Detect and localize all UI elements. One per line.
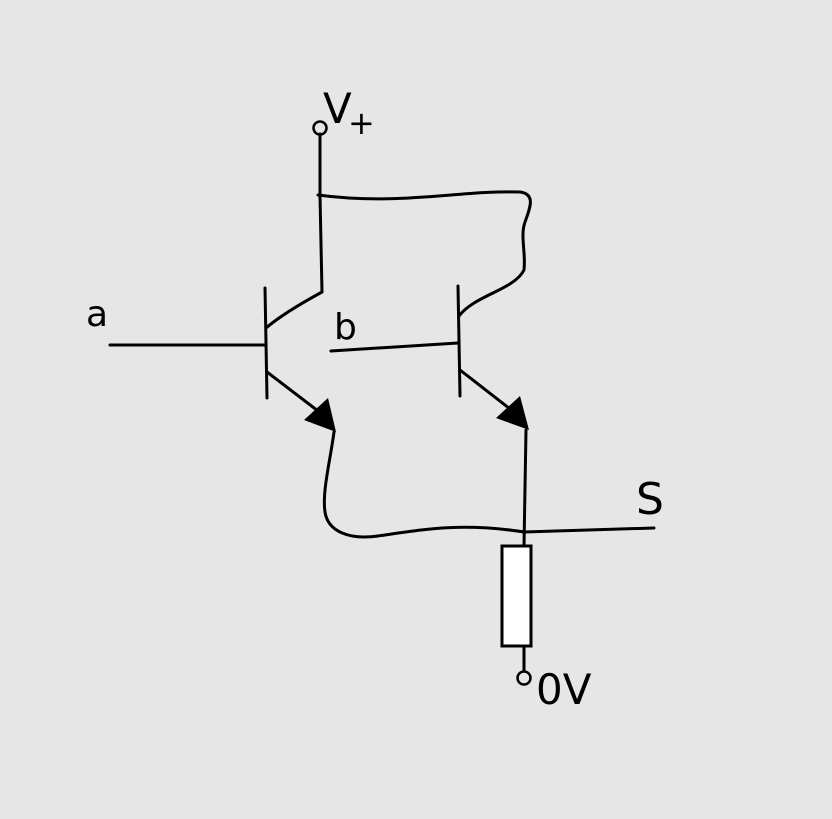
- transistor-1-collector: [264, 290, 324, 330]
- emitter-2-wire: [522, 428, 528, 548]
- transistor-1: [263, 286, 336, 432]
- ground-terminal: [516, 670, 532, 686]
- transistor-1-emitter: [265, 370, 324, 416]
- output-label: S: [636, 474, 664, 525]
- supply-bridge-wire: [316, 190, 532, 318]
- supply-sign-label: +: [348, 104, 375, 142]
- ground-label: 0V: [536, 665, 592, 714]
- input-a-label: a: [86, 294, 108, 335]
- transistor-1-base-bar: [263, 286, 269, 400]
- emitter-1-wire: [322, 430, 526, 539]
- transistor-2: [456, 284, 529, 430]
- input-b-label: b: [334, 307, 357, 348]
- output-wire: [522, 526, 656, 534]
- load-resistor: [500, 544, 533, 648]
- transistor-1-emitter-arrow: [304, 398, 336, 432]
- input-b-wire: [329, 341, 460, 353]
- transistor-2-emitter-arrow: [496, 396, 529, 430]
- supply-label: V: [323, 84, 352, 133]
- supply-wire: [318, 132, 324, 294]
- transistor-2-emitter: [458, 368, 516, 414]
- transistor-2-base-bar: [456, 284, 462, 398]
